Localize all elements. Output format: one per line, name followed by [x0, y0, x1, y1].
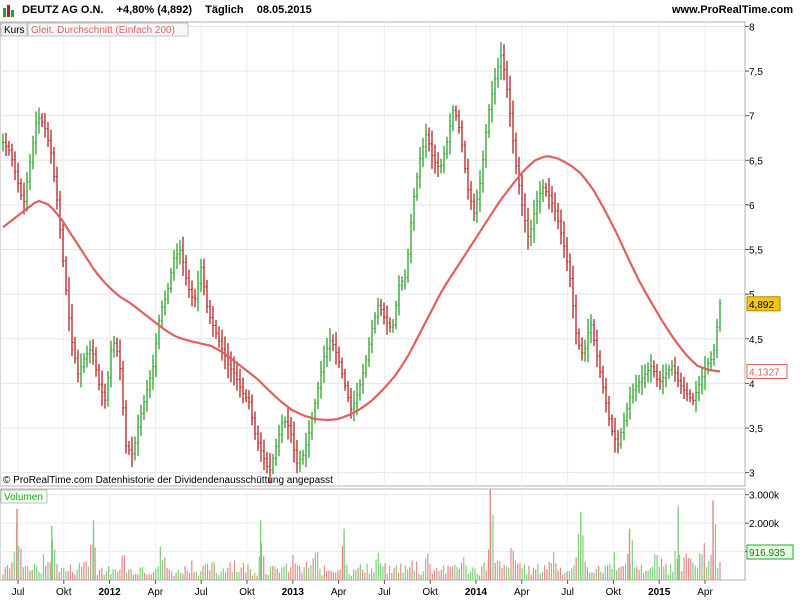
price-tick-label: 6	[749, 201, 755, 212]
last-price-tag: 4,892	[746, 296, 781, 312]
volume-bars	[2, 489, 721, 580]
instrument-name: DEUTZ AG O.N.	[22, 4, 104, 16]
price-tick-label: 5,5	[749, 246, 763, 257]
time-tick-label: Jul	[561, 587, 574, 598]
price-tick-label: 4,5	[749, 335, 763, 346]
time-tick-label: Apr	[697, 587, 713, 598]
time-tick-label: Jul	[12, 587, 25, 598]
last-ma-value: 4,1327	[749, 368, 780, 379]
legend-volume-box[interactable]	[0, 489, 48, 504]
time-tick-label: Apr	[331, 587, 347, 598]
chart-date: 08.05.2015	[256, 4, 312, 16]
time-tick-label: 2013	[282, 587, 305, 598]
legend-kurs: Kurs	[4, 25, 25, 36]
price-tick-label: 4	[749, 379, 755, 390]
legend-ma: Gleit. Durchschnitt (Einfach 200)	[31, 25, 175, 36]
time-axis: Jul Okt 2012 Apr Jul Okt 2013 Apr Jul Okt 2014 Apr J…	[12, 580, 713, 598]
legend-kurs-box[interactable]	[0, 22, 28, 37]
last-volume-tag: 916.935	[746, 544, 794, 560]
price-tick-label: 7	[749, 112, 755, 123]
copyright-note: © ProRealTime.com Datenhistorie der Divi…	[3, 475, 333, 486]
last-volume-value: 916.935	[749, 548, 786, 559]
price-bars	[1, 42, 722, 484]
last-price-value: 4,892	[749, 300, 774, 311]
time-tick-label: Okt	[239, 587, 255, 598]
time-tick-label: Apr	[148, 587, 164, 598]
header-bar: DEUTZ AG O.N. +4,80% (4,892) Täglich 08.…	[0, 0, 800, 22]
chart-logo-icon	[3, 5, 14, 17]
time-tick-label: Okt	[422, 587, 438, 598]
time-tick-label: Okt	[606, 587, 622, 598]
legend-volume: Volumen	[4, 492, 43, 503]
price-tick-label: 3	[749, 469, 755, 480]
volume-tick-label: 2.000k	[749, 519, 780, 530]
price-tick-label: 3,5	[749, 424, 763, 435]
price-tick-label: 5	[749, 290, 755, 301]
price-tick-label: 8	[749, 22, 755, 33]
price-panel	[0, 21, 746, 487]
time-tick-label: Jul	[378, 587, 391, 598]
chart-title-line: DEUTZ AG O.N. +4,80% (4,892) Täglich 08.…	[22, 4, 322, 16]
time-tick-label: Okt	[56, 587, 72, 598]
interval-label: Täglich	[205, 4, 244, 16]
volume-panel	[0, 488, 746, 581]
price-tick-label: 6,5	[749, 156, 763, 167]
time-tick-label: 2012	[98, 587, 121, 598]
volume-tick-label: 3.000k	[749, 491, 780, 502]
time-tick-label: Jul	[195, 587, 208, 598]
price-change: +4,80% (4,892)	[116, 4, 193, 16]
price-axis: 8 7,5 7 6,5 6 5,5 5 4,5 4 3,5 3	[745, 22, 763, 480]
site-link[interactable]: www.ProRealTime.com	[671, 4, 793, 16]
time-tick-label: 2015	[648, 587, 671, 598]
time-tick-label: Apr	[514, 587, 530, 598]
last-ma-tag: 4,1327	[746, 364, 788, 380]
legend-ma-box[interactable]	[27, 22, 189, 37]
time-tick-label: 2014	[465, 587, 488, 598]
price-tick-label: 7,5	[749, 67, 763, 78]
moving-average-line	[2, 155, 721, 422]
